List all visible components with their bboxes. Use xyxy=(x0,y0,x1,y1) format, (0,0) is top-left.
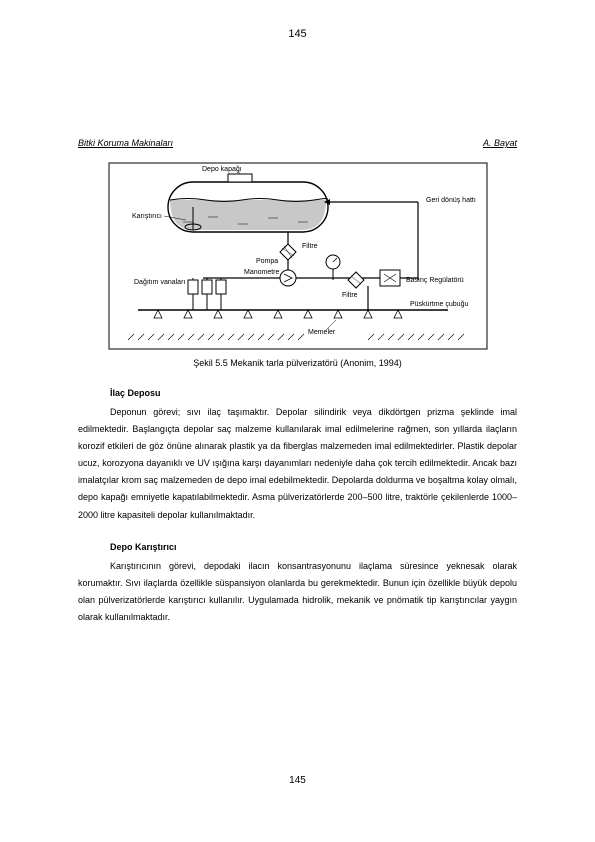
header-left: Bitki Koruma Makinaları xyxy=(78,138,173,148)
label-basinc-regulatoru: Basınç Regülatörü xyxy=(406,277,464,284)
label-memeler: Memeler xyxy=(308,329,336,336)
label-filtre2: Filtre xyxy=(342,292,358,299)
content-area: Bitki Koruma Makinaları A. Bayat Depo ka… xyxy=(78,138,517,644)
sprayer-diagram: Depo kapağı Karıştırıcı Geri dönüş hattı… xyxy=(108,162,488,350)
header-right: A. Bayat xyxy=(483,138,517,148)
figure-caption: Şekil 5.5 Mekanik tarla pülverizatörü (A… xyxy=(78,358,517,368)
label-karistirici: Karıştırıcı xyxy=(132,213,162,220)
label-depo-kapagi: Depo kapağı xyxy=(202,166,242,173)
label-puskurtme-cubugu: Püskürtme çubuğu xyxy=(410,301,468,308)
page-number-bottom: 145 xyxy=(289,775,306,786)
nozzles xyxy=(154,310,402,318)
figure-wrapper: Depo kapağı Karıştırıcı Geri dönüş hattı… xyxy=(78,162,517,350)
section1-heading: İlaç Deposu xyxy=(110,388,517,398)
label-geri-donus: Geri dönüş hattı xyxy=(426,197,476,204)
label-pompa: Pompa xyxy=(256,258,278,265)
page-number-top: 145 xyxy=(288,28,306,40)
section2-body: Karıştırıcının görevi, depodaki ilacın k… xyxy=(78,558,517,626)
section1-body: Deponun görevi; sıvı ilaç taşımaktır. De… xyxy=(78,404,517,524)
label-dagitim-vanalari: Dağıtım vanaları xyxy=(134,279,185,286)
section2-heading: Depo Karıştırıcı xyxy=(110,542,517,552)
label-filtre1: Filtre xyxy=(302,243,318,250)
running-header: Bitki Koruma Makinaları A. Bayat xyxy=(78,138,517,148)
label-manometre: Manometre xyxy=(244,269,280,276)
